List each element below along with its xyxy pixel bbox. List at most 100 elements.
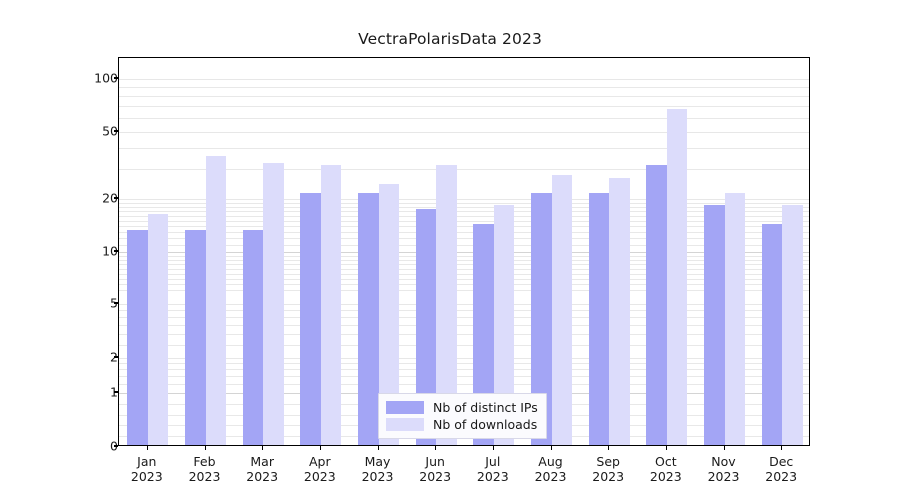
legend-label-downloads: Nb of downloads [433,417,538,432]
y-axis-tick-label: 2 [78,350,118,365]
x-axis-tick-mark [723,446,725,450]
x-axis-tick-year: 2023 [765,469,798,484]
x-axis-tick-year: 2023 [188,469,221,484]
x-axis-tick-label: May 2023 [348,454,408,484]
x-axis-tick-month: May [364,454,391,469]
x-axis-tick-year: 2023 [476,469,509,484]
x-axis-tick-label: Oct 2023 [636,454,696,484]
gridline-major [119,304,809,305]
x-axis-tick-month: Nov [711,454,736,469]
x-axis-tick-month: Mar [250,454,274,469]
y-axis-tick-mark [114,77,118,79]
x-axis-tick-mark [377,446,379,450]
bar-downloads [724,193,745,445]
bar-distinct-ips [473,224,494,445]
bar-downloads [493,205,515,445]
gridline-minor [119,334,809,336]
bar-downloads [551,175,572,445]
x-axis-tick-label: Nov 2023 [694,454,754,484]
x-axis-tick-mark [435,446,437,450]
x-axis-tick-month: Sep [596,454,620,469]
x-axis-tick-year: 2023 [303,469,336,484]
gridline-minor [119,106,809,108]
bar-distinct-ips [127,229,148,445]
x-axis-tick-year: 2023 [419,469,452,484]
bar-distinct-ips [531,193,552,445]
y-axis-tick-label: 10 [102,243,118,259]
bar-distinct-ips [588,193,610,445]
gridline-minor [119,169,809,171]
y-axis-tick-label: 5 [78,296,118,311]
x-axis-tick-label: Jan 2023 [117,454,177,484]
plot-area [118,57,810,446]
x-axis-tick-year: 2023 [361,469,394,484]
x-axis-tick-mark [550,446,552,450]
x-axis-tick-label: Jul 2023 [463,454,523,484]
x-axis-tick-month: Jun [425,454,445,469]
legend-item-downloads: Nb of downloads [386,416,538,433]
bars-layer [119,58,809,445]
gridline-minor [119,96,809,98]
x-axis-tick-label: Jun 2023 [405,454,465,484]
gridline-minor [119,383,809,385]
bar-distinct-ips [415,209,437,445]
y-axis-tick-mark [114,197,118,199]
y-axis-tick-label: 50 [102,123,118,139]
gridline-minor [119,238,809,240]
x-axis-tick-mark [608,446,610,450]
y-axis-tick-label: 0 [78,439,118,454]
y-axis-tick-mark [114,302,118,304]
gridline-minor [119,255,809,257]
bar-downloads [378,183,399,445]
x-axis-tick-year: 2023 [534,469,567,484]
x-axis-tick-mark [262,446,264,450]
gridline-minor [119,376,809,377]
x-axis-tick-mark [146,446,149,450]
bar-distinct-ips [185,229,206,445]
gridline-minor [119,369,809,371]
legend-swatch-distinct-ips [386,401,424,414]
gridline-minor [119,278,809,280]
bar-downloads [666,108,688,445]
y-axis-tick-mark [114,445,118,447]
gridline-minor [119,273,809,275]
gridline-major [119,252,809,253]
x-axis-tick-mark [492,446,495,450]
x-axis-tick-mark [781,446,783,450]
bar-distinct-ips [761,224,783,445]
bar-downloads [436,165,457,445]
x-axis-tick-mark [665,446,668,450]
bar-downloads [263,162,284,445]
y-axis-tick-marks [114,0,118,500]
y-axis-tick-label: 100 [94,70,118,86]
x-axis-tick-label: Mar 2023 [232,454,292,484]
x-axis-tick-month: Apr [308,454,331,469]
gridline-minor [119,268,809,270]
x-axis-tick-year: 2023 [707,469,740,484]
x-axis-tick-month: Jan [137,454,157,469]
x-axis-tick-year: 2023 [592,469,625,484]
x-axis-tick-year: 2023 [130,469,163,484]
gridline-minor [119,310,809,312]
bar-distinct-ips [358,193,379,445]
gridline-minor [119,264,809,266]
x-axis-tick-label: Dec 2023 [751,454,811,484]
gridline-minor [119,221,809,222]
y-axis-tick-label: 20 [102,190,118,206]
x-axis-tick-month: Aug [538,454,563,469]
gridline-major [119,358,809,359]
bar-downloads [782,205,803,445]
gridline-minor [119,216,809,218]
gridline-minor [119,259,809,261]
gridline-minor [119,207,809,209]
gridline-major [119,199,809,200]
gridline-major [119,132,809,133]
gridline-minor [119,344,809,346]
x-axis-tick-labels: Jan 2023 Feb 2023 Mar 2023 Apr 2023 May 2023 Jun 20… [118,446,810,496]
gridline-minor [119,284,809,286]
x-axis-tick-month: Jul [485,454,501,469]
gridline-minor [119,226,809,228]
gridline-minor [119,148,809,150]
legend-label-distinct-ips: Nb of distinct IPs [433,400,538,415]
